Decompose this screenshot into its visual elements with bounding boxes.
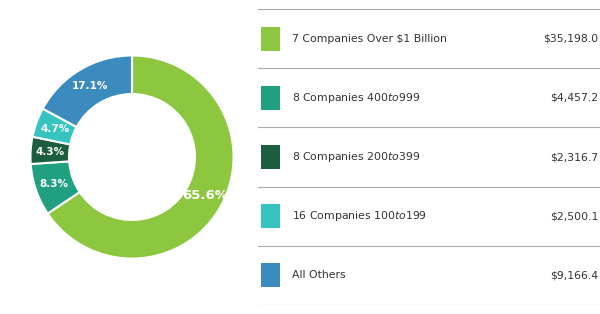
Text: 7 Companies Over $1 Billion: 7 Companies Over $1 Billion: [292, 34, 447, 44]
Wedge shape: [31, 161, 80, 214]
Text: 8 Companies $400 to $999: 8 Companies $400 to $999: [292, 91, 421, 105]
Bar: [262, 145, 280, 169]
Text: $35,198.0: $35,198.0: [543, 34, 598, 44]
Text: 17.1%: 17.1%: [72, 81, 108, 91]
Text: 4.7%: 4.7%: [40, 124, 70, 134]
Wedge shape: [43, 56, 132, 127]
Bar: [262, 204, 280, 228]
Text: 65.6%: 65.6%: [182, 189, 227, 202]
Wedge shape: [32, 109, 77, 144]
Text: $9,166.4: $9,166.4: [550, 270, 598, 280]
Text: 8.3%: 8.3%: [40, 179, 68, 189]
Text: 8 Companies $200 to $399: 8 Companies $200 to $399: [292, 150, 421, 164]
Text: 4.3%: 4.3%: [35, 147, 64, 157]
Text: 16 Companies $100 to $199: 16 Companies $100 to $199: [292, 209, 427, 223]
Wedge shape: [31, 137, 70, 164]
Bar: [262, 86, 280, 110]
Text: $4,457.2: $4,457.2: [550, 93, 598, 103]
Bar: [262, 27, 280, 51]
Text: All Others: All Others: [292, 270, 346, 280]
Text: $2,500.1: $2,500.1: [550, 211, 598, 221]
Text: $2,316.7: $2,316.7: [550, 152, 598, 162]
Bar: [262, 263, 280, 287]
Wedge shape: [47, 56, 233, 258]
